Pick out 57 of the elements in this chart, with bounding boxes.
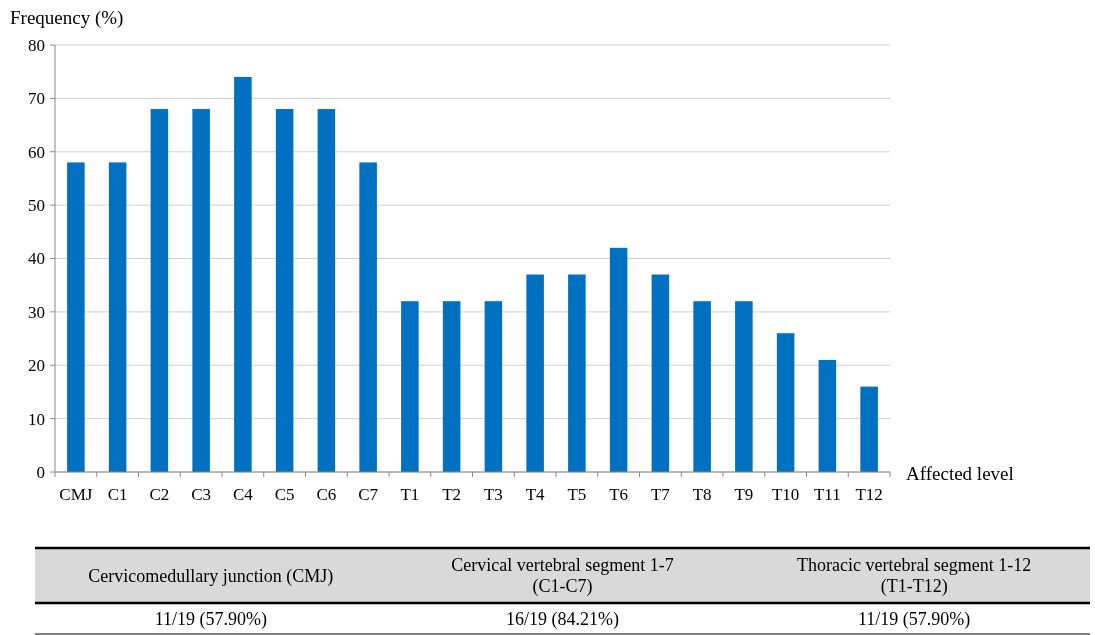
y-tick-label: 20 [28, 356, 45, 376]
bar [67, 162, 85, 472]
y-axis-title: Frequency (%) [10, 7, 124, 29]
bar [401, 301, 419, 472]
x-tick-label: C6 [316, 485, 337, 504]
y-tick-label: 0 [36, 462, 45, 482]
bar [192, 109, 210, 472]
x-tick-label: T3 [483, 485, 503, 504]
x-tick-label: T8 [692, 485, 712, 504]
bar [651, 274, 670, 472]
y-tick-label: 30 [28, 302, 45, 322]
bar [609, 247, 628, 472]
x-tick-label: T5 [567, 485, 587, 504]
x-tick-label: T1 [400, 485, 420, 504]
bar [359, 162, 377, 472]
x-tick-label: T2 [442, 485, 462, 504]
x-tick-label: C4 [232, 485, 254, 504]
bar [526, 274, 544, 472]
bar [484, 301, 503, 472]
x-tick-label: T4 [525, 485, 546, 504]
bar [275, 109, 294, 472]
x-tick-label: T7 [650, 485, 671, 504]
x-axis-title: Affected level [906, 463, 1014, 484]
y-tick-label: 70 [28, 89, 45, 109]
text: Cervical vertebral segment 1-7 (C1-C7) [451, 555, 674, 598]
bar [108, 162, 127, 472]
bar [234, 77, 252, 472]
y-tick-label: 40 [28, 249, 45, 269]
text: 11/19 (57.90%) [858, 609, 971, 631]
y-tick-label: 10 [28, 409, 45, 429]
x-tick-label: T9 [734, 485, 754, 504]
text: Thoracic vertebral segment 1-12 (T1-T12) [796, 555, 1032, 598]
x-tick-label: T11 [813, 485, 841, 504]
x-tick-label: C5 [274, 485, 295, 504]
x-tick-label: C2 [149, 485, 170, 504]
bar [150, 109, 169, 472]
x-tick-label: C1 [107, 485, 128, 504]
x-tick-label: T10 [771, 485, 800, 504]
bar [818, 359, 837, 472]
bar [860, 386, 878, 472]
x-tick-label: C3 [191, 485, 212, 504]
text: Cervicomedullary junction (CMJ) [88, 565, 334, 587]
x-tick-label: T12 [855, 485, 883, 504]
bar [693, 301, 711, 472]
bar [317, 109, 336, 472]
bar [568, 274, 586, 472]
text: 16/19 (84.21%) [506, 609, 619, 631]
y-tick-label: 80 [28, 35, 45, 55]
bar [442, 301, 461, 472]
y-tick-label: 50 [28, 196, 45, 216]
bar [735, 301, 753, 472]
x-tick-label: CMJ [59, 485, 93, 504]
y-tick-label: 60 [28, 142, 45, 162]
x-tick-label: C7 [358, 485, 379, 504]
x-tick-label: T6 [609, 485, 629, 504]
bar [776, 333, 795, 472]
text: 11/19 (57.90%) [154, 609, 267, 631]
